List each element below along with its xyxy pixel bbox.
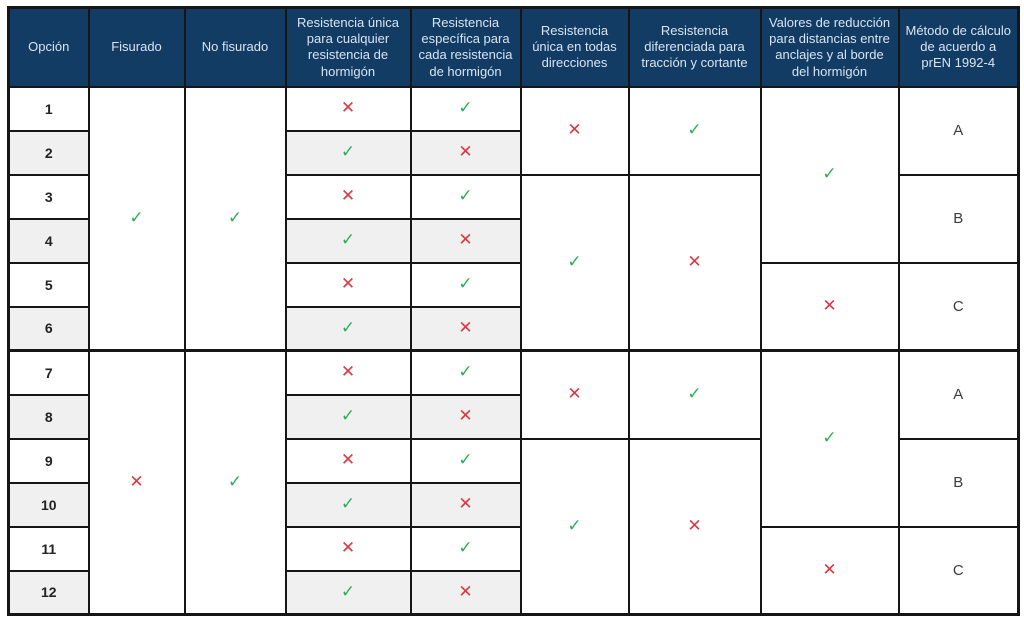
metodo-calculo-cell-rows-7-8: A [897, 349, 1020, 440]
res-unica-cualquier-mark: ✓ [284, 129, 412, 176]
res-diferenciada-mark-rows-7-8: ✓ [627, 349, 762, 440]
res-unica-direcciones-mark-rows-3-6: ✓ [519, 173, 630, 352]
res-especifica-cada-mark: ✓ [409, 349, 522, 396]
valores-reduccion-mark-rows-11-12: ✕ [759, 525, 900, 616]
option-number-cell: 12 [7, 569, 90, 616]
option-number-cell: 4 [7, 217, 90, 264]
res-especifica-cada-mark: ✓ [409, 261, 522, 308]
row-option-5: 5 ✕ ✓ ✕ C [7, 261, 1020, 352]
metodo-calculo-cell-rows-9-10: B [897, 437, 1020, 528]
res-unica-direcciones-mark-rows-1-2: ✕ [519, 85, 630, 176]
option-number-cell: 3 [7, 173, 90, 220]
no-fisurado-mark-rows-7-12: ✓ [183, 349, 287, 616]
metodo-calculo-cell-rows-1-2: A [897, 85, 1020, 176]
row-option-11: 11 ✕ ✓ ✕ C [7, 525, 1020, 616]
header-resistencia-especifica-cada: Resistencia específica para cada resiste… [409, 6, 522, 88]
option-number-cell: 11 [7, 525, 90, 572]
row-option-6: 6 ✓ ✕ [7, 305, 1019, 352]
header-resistencia-unica-cualquier: Resistencia única para cualquier resiste… [284, 6, 412, 88]
row-option-8: 8 ✓ ✕ [7, 393, 1019, 440]
valores-reduccion-mark-rows-5-6: ✕ [759, 261, 900, 352]
res-unica-cualquier-mark: ✕ [284, 261, 412, 308]
res-especifica-cada-mark: ✓ [409, 525, 522, 572]
res-unica-cualquier-mark: ✓ [284, 305, 412, 352]
res-unica-cualquier-mark: ✕ [284, 173, 412, 220]
option-number-cell: 5 [7, 261, 90, 308]
table-container: Opción Fisurado No fisurado Resistencia … [7, 6, 1020, 616]
res-unica-direcciones-mark-rows-9-12: ✓ [519, 437, 630, 616]
row-option-9: 9 ✕ ✓ ✓ ✕ B [7, 437, 1020, 616]
fisurado-mark-rows-1-6: ✓ [87, 85, 186, 352]
row-option-4: 4 ✓ ✕ [7, 217, 1019, 264]
row-option-1: 1 ✓ ✓ ✕ ✓ ✕ ✓ ✓ A [7, 85, 1020, 352]
header-opcion: Opción [7, 6, 90, 88]
fisurado-mark-rows-7-12: ✕ [87, 349, 186, 616]
option-number-cell: 7 [7, 349, 90, 396]
metodo-calculo-cell-rows-3-4: B [897, 173, 1020, 264]
res-unica-cualquier-mark: ✕ [284, 349, 412, 396]
header-no-fisurado: No fisurado [183, 6, 287, 88]
res-especifica-cada-mark: ✕ [409, 481, 522, 528]
valores-reduccion-mark-rows-1-4: ✓ [759, 85, 900, 264]
res-unica-cualquier-mark: ✓ [284, 393, 412, 440]
res-diferenciada-mark-rows-9-12: ✕ [627, 437, 762, 616]
row-option-12: 12 ✓ ✕ [7, 569, 1019, 616]
res-unica-cualquier-mark: ✓ [284, 569, 412, 616]
res-unica-direcciones-mark-rows-7-8: ✕ [519, 349, 630, 440]
res-unica-cualquier-mark: ✕ [284, 437, 412, 484]
header-row: Opción Fisurado No fisurado Resistencia … [7, 6, 1020, 88]
res-especifica-cada-mark: ✓ [409, 85, 522, 132]
row-option-10: 10 ✓ ✕ [7, 481, 1019, 528]
res-especifica-cada-mark: ✕ [409, 129, 522, 176]
option-number-cell: 9 [7, 437, 90, 484]
row-option-2: 2 ✓ ✕ [7, 129, 1019, 176]
option-number-cell: 8 [7, 393, 90, 440]
res-unica-cualquier-mark: ✓ [284, 481, 412, 528]
res-especifica-cada-mark: ✕ [409, 305, 522, 352]
res-unica-cualquier-mark: ✓ [284, 217, 412, 264]
header-resistencia-unica-direcciones: Resistencia única en todas direcciones [519, 6, 630, 88]
option-number-cell: 2 [7, 129, 90, 176]
header-fisurado: Fisurado [87, 6, 186, 88]
options-table: Opción Fisurado No fisurado Resistencia … [7, 6, 1020, 616]
row-option-7: 7 ✕ ✓ ✕ ✓ ✕ ✓ ✓ A [7, 349, 1020, 616]
no-fisurado-mark-rows-1-6: ✓ [183, 85, 287, 352]
res-diferenciada-mark-rows-1-2: ✓ [627, 85, 762, 176]
res-especifica-cada-mark: ✕ [409, 217, 522, 264]
res-unica-cualquier-mark: ✕ [284, 525, 412, 572]
metodo-calculo-cell-rows-5-6: C [897, 261, 1020, 352]
res-diferenciada-mark-rows-3-6: ✕ [627, 173, 762, 352]
row-option-3: 3 ✕ ✓ ✓ ✕ B [7, 173, 1020, 352]
header-resistencia-diferenciada: Resistencia diferenciada para tracción y… [627, 6, 762, 88]
res-unica-cualquier-mark: ✕ [284, 85, 412, 132]
header-metodo-calculo: Método de cálculo de acuerdo a prEN 1992… [897, 6, 1020, 88]
res-especifica-cada-mark: ✕ [409, 569, 522, 616]
res-especifica-cada-mark: ✓ [409, 173, 522, 220]
header-valores-reduccion: Valores de reducción para distancias ent… [759, 6, 900, 88]
res-especifica-cada-mark: ✕ [409, 393, 522, 440]
option-number-cell: 1 [7, 85, 90, 132]
res-especifica-cada-mark: ✓ [409, 437, 522, 484]
metodo-calculo-cell-rows-11-12: C [897, 525, 1020, 616]
option-number-cell: 6 [7, 305, 90, 352]
option-number-cell: 10 [7, 481, 90, 528]
valores-reduccion-mark-rows-7-10: ✓ [759, 349, 900, 528]
